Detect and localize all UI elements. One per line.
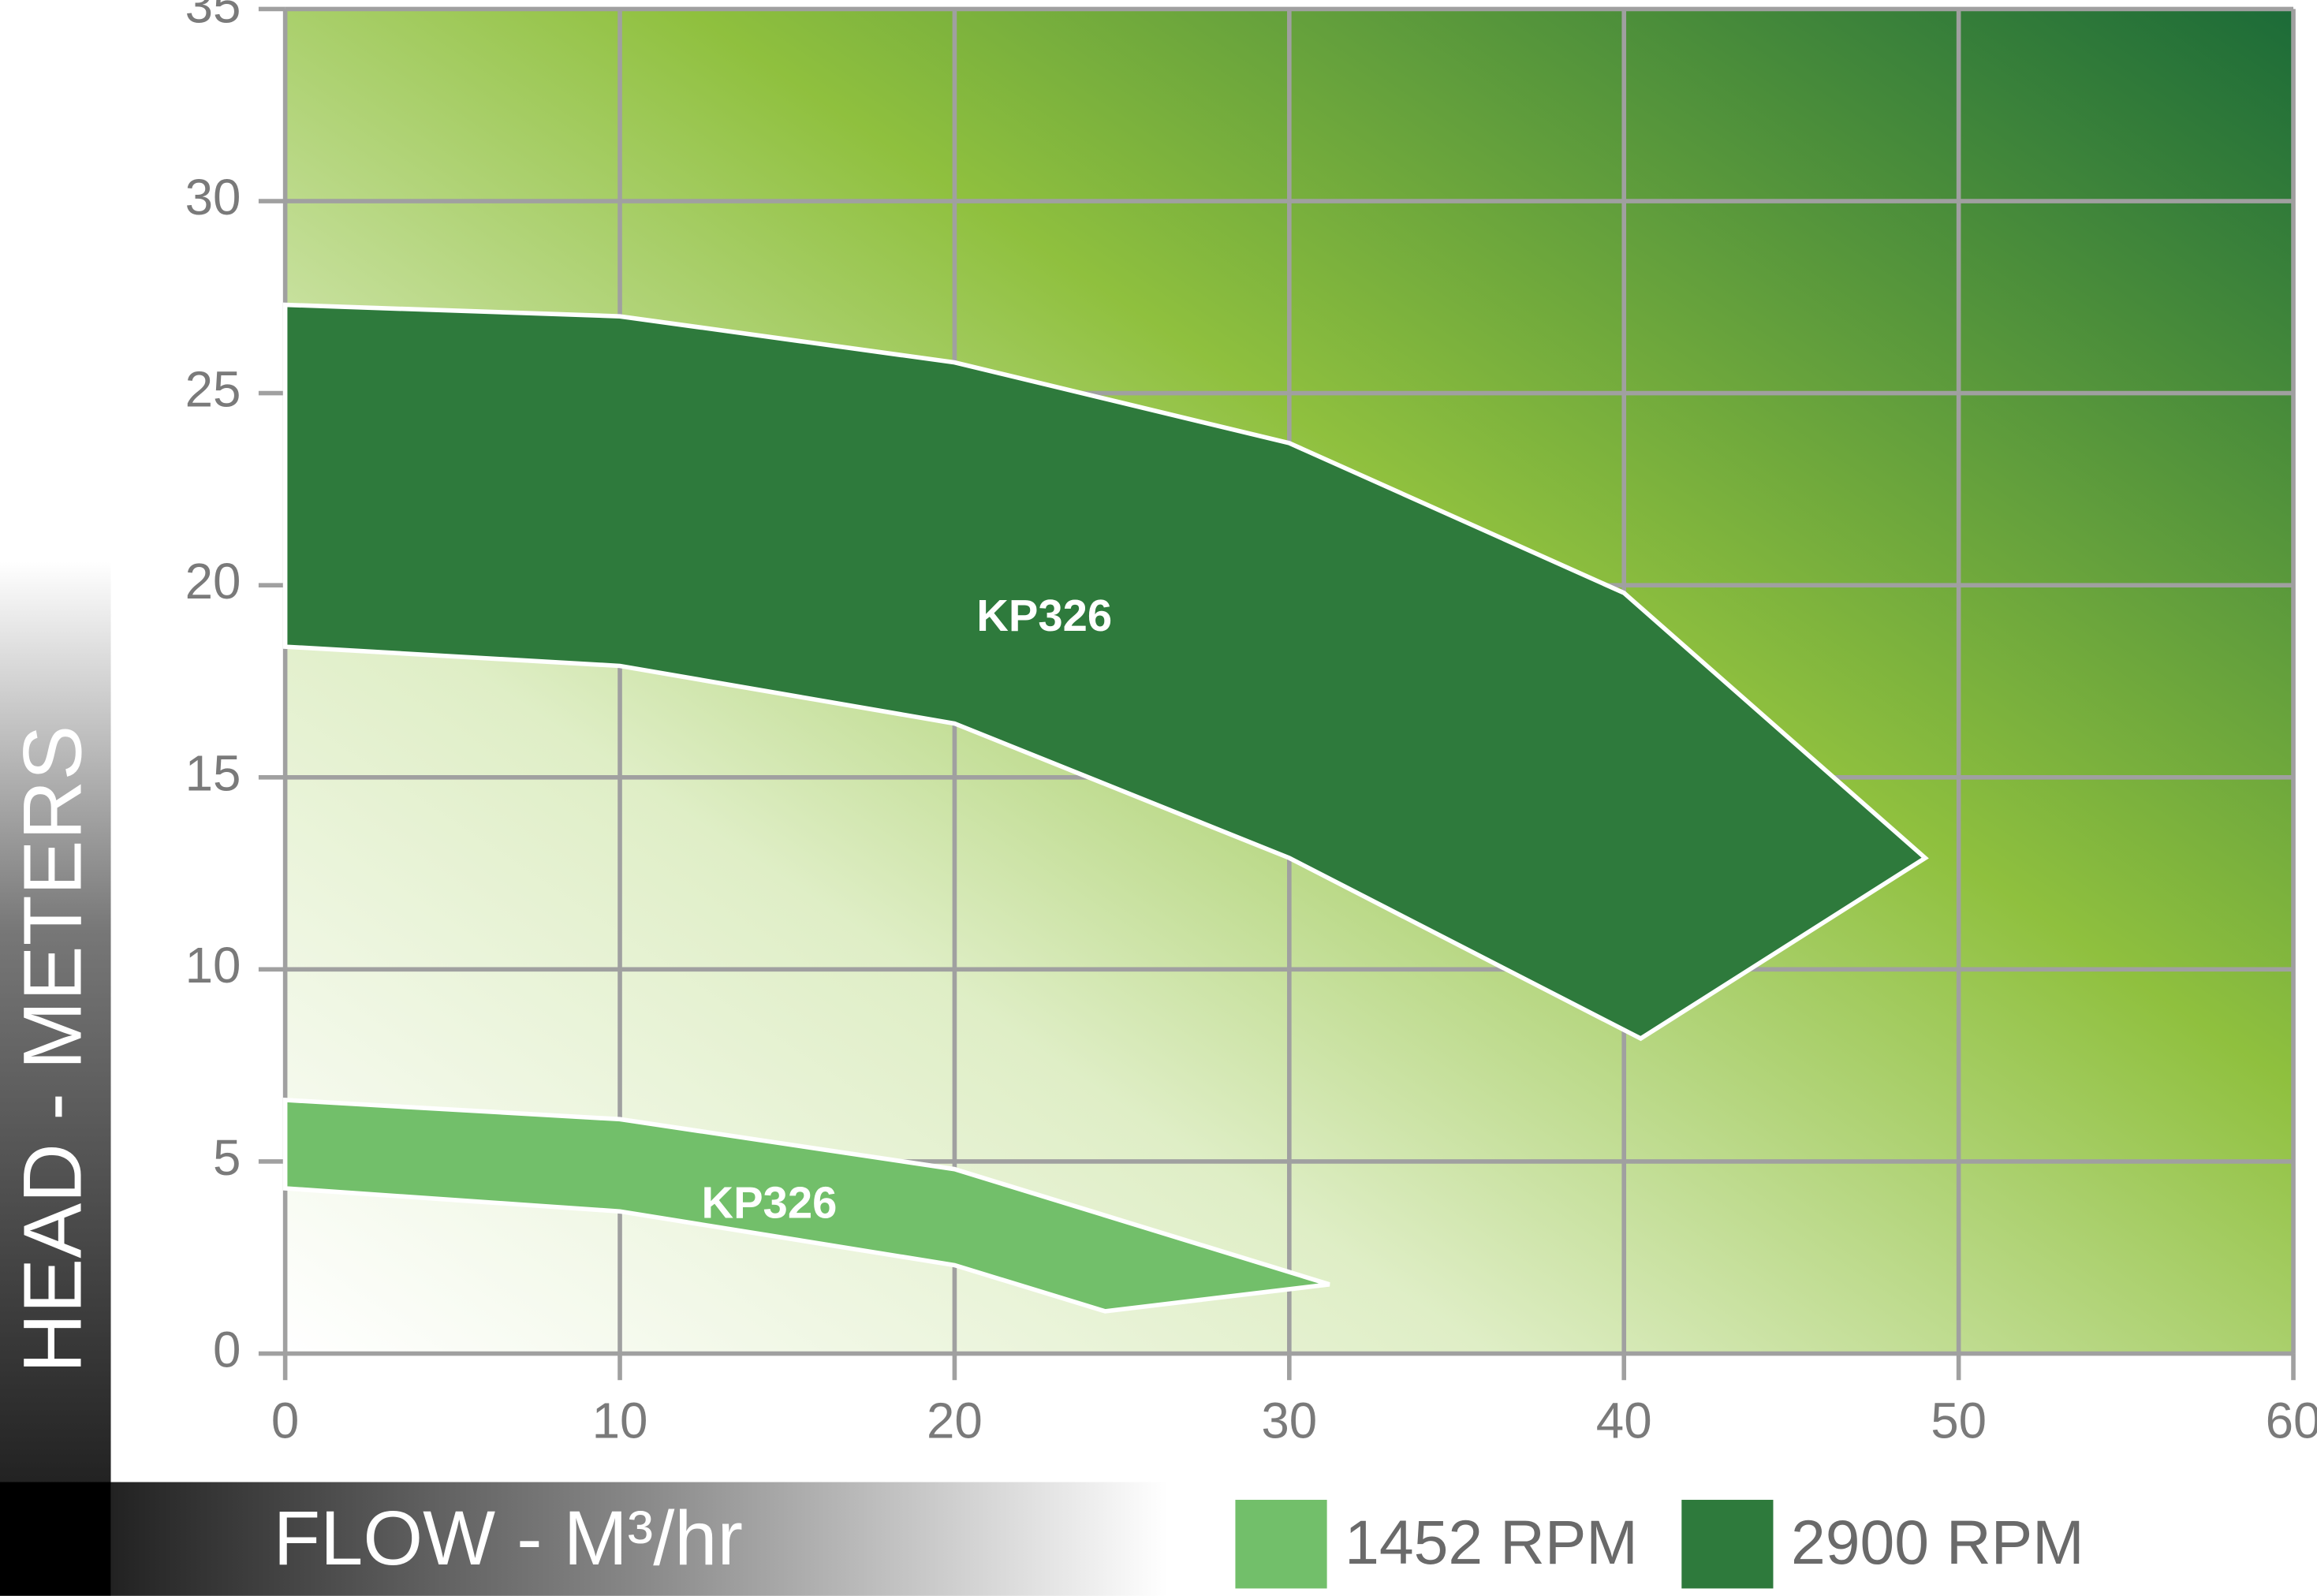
area-band <box>282 302 1929 1042</box>
y-axis-label: HEAD - METERS <box>7 725 99 1374</box>
x-tick-label: 30 <box>1261 1393 1317 1449</box>
x-tick-label: 10 <box>592 1393 648 1449</box>
legend-swatch <box>1681 1500 1774 1589</box>
legend-swatch <box>1235 1500 1327 1589</box>
legend-label: 1452 RPM <box>1345 1508 1638 1577</box>
corner <box>0 1482 111 1596</box>
band-label: KP326 <box>701 1177 837 1227</box>
band-label: KP326 <box>976 591 1112 640</box>
y-label-bar <box>0 561 111 1486</box>
x-tick-label: 20 <box>927 1393 983 1449</box>
area-band <box>282 1098 1330 1314</box>
y-tick-label: 25 <box>185 361 241 417</box>
y-tick-label: 30 <box>185 170 241 226</box>
legend-label: 2900 RPM <box>1791 1508 2084 1577</box>
x-tick-label: 60 <box>2266 1393 2317 1449</box>
y-tick-label: 35 <box>185 0 241 33</box>
y-tick-label: 10 <box>185 938 241 994</box>
x-tick-label: 40 <box>1596 1393 1652 1449</box>
y-tick-label: 15 <box>185 746 241 802</box>
x-axis-label: FLOW - M³/hr <box>274 1495 743 1581</box>
y-tick-label: 5 <box>213 1130 241 1186</box>
x-tick-label: 0 <box>271 1393 299 1449</box>
y-tick-label: 0 <box>213 1322 241 1378</box>
x-tick-label: 50 <box>1931 1393 1987 1449</box>
x-label-bar <box>110 1482 1168 1596</box>
y-tick-label: 20 <box>185 554 241 610</box>
